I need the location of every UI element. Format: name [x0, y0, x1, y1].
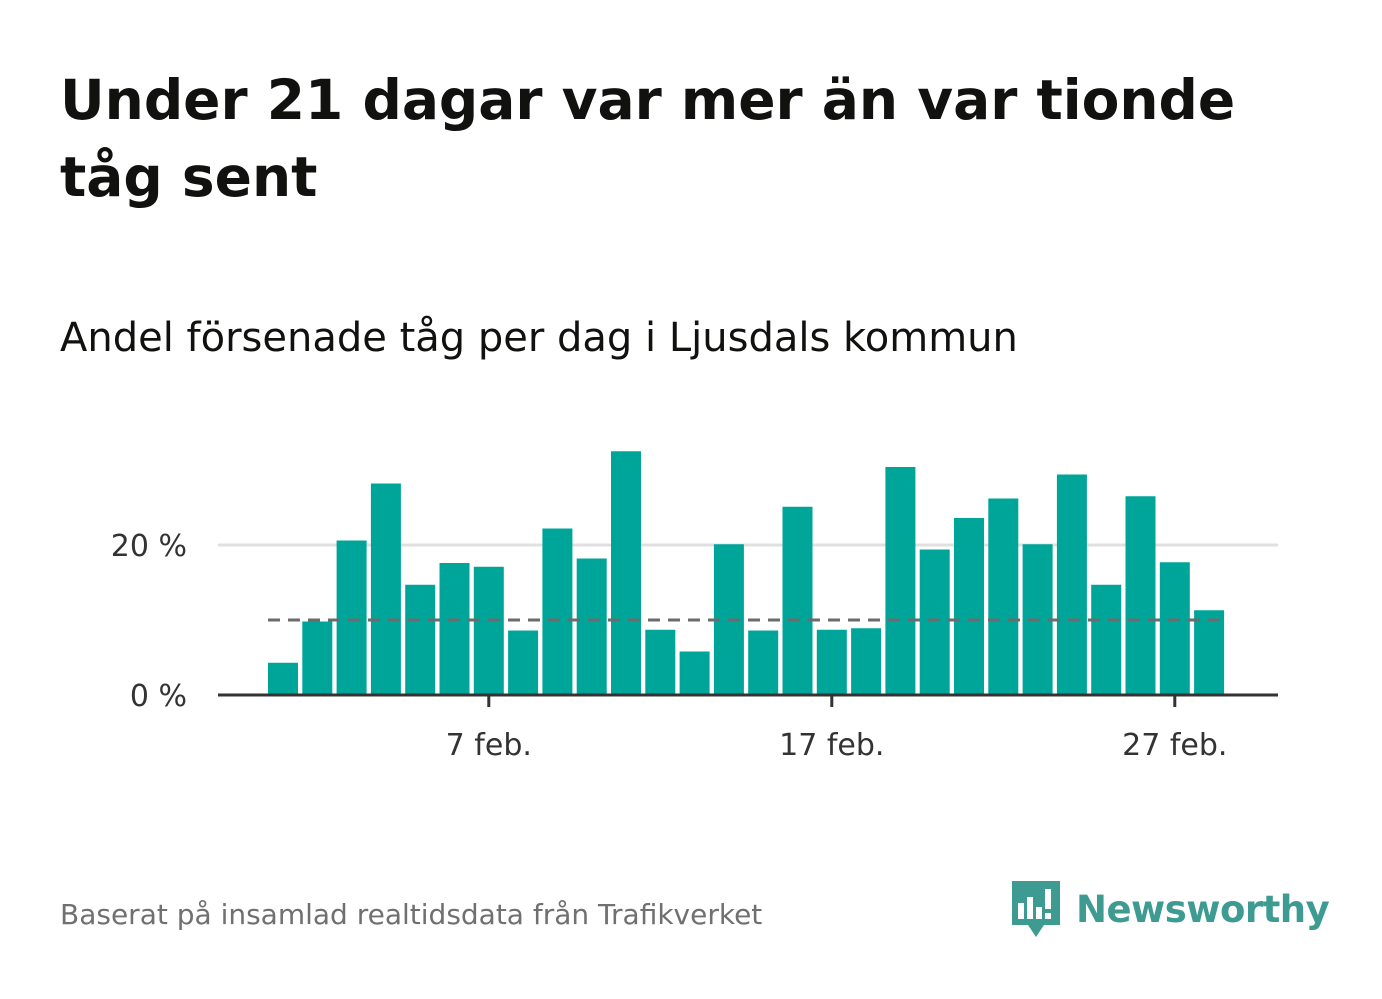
x-tick-label: 17 feb. [779, 728, 884, 763]
bar: 1 feb.: 4.3 [268, 662, 298, 695]
bar: 27 feb.: 17.7 [1159, 562, 1190, 695]
bar: 22 feb.: 26.2 [988, 498, 1019, 695]
bar: 2 feb.: 9.8 [302, 621, 333, 695]
bar: 19 feb.: 30.4 [885, 467, 916, 695]
bar: 9 feb.: 22.2 [542, 528, 573, 695]
bar: 13 feb.: 5.8 [679, 651, 710, 695]
bar: 6 feb.: 17.6 [439, 563, 470, 695]
newsworthy-logo: Newsworthy [1010, 878, 1330, 940]
bar: 16 feb.: 25.1 [782, 506, 813, 695]
bar: 11 feb.: 32.5 [611, 451, 641, 695]
chart-title: Under 21 dagar var mer än var tionde tåg… [60, 68, 1236, 209]
x-tick-label: 7 feb. [446, 728, 532, 763]
bar: 17 feb.: 8.7 [816, 629, 847, 695]
bar: 10 feb.: 18.2 [576, 558, 607, 695]
bar: 24 feb.: 29.4 [1056, 474, 1087, 695]
bar: 18 feb.: 8.9 [851, 628, 882, 695]
bar: 5 feb.: 14.7 [405, 584, 436, 695]
x-tick-label: 27 feb. [1122, 728, 1227, 763]
bar: 7 feb.: 17.1 [473, 566, 504, 695]
y-tick-label: 0 % [130, 679, 187, 714]
bar: 28 feb.: 11.3 [1194, 610, 1225, 695]
bar: 15 feb.: 8.6 [748, 630, 779, 695]
chart-subtitle: Andel försenade tåg per dag i Ljusdals k… [60, 315, 1018, 361]
source-note: Baserat på insamlad realtidsdata från Tr… [60, 898, 763, 931]
y-axis-labels: 0 % 20 % [111, 529, 187, 714]
bar: 21 feb.: 23.6 [954, 518, 984, 695]
y-tick-label: 20 % [111, 529, 187, 564]
x-axis [218, 693, 1278, 707]
bar: 25 feb.: 14.7 [1091, 584, 1122, 695]
bar: 3 feb.: 20.6 [336, 540, 367, 695]
bars: 1 feb.: 4.32 feb.: 9.83 feb.: 20.64 feb.… [268, 451, 1225, 695]
bar: 8 feb.: 8.6 [508, 630, 539, 695]
bar: 26 feb.: 26.5 [1125, 496, 1156, 695]
x-axis-labels: 7 feb. 17 feb. 27 feb. [446, 728, 1228, 763]
bar: 4 feb.: 28.2 [370, 483, 401, 695]
bar: 20 feb.: 19.4 [919, 549, 950, 695]
brand-name: Newsworthy [1076, 887, 1330, 931]
newsworthy-logo-icon [1012, 881, 1060, 937]
bar: 12 feb.: 8.7 [645, 629, 676, 695]
